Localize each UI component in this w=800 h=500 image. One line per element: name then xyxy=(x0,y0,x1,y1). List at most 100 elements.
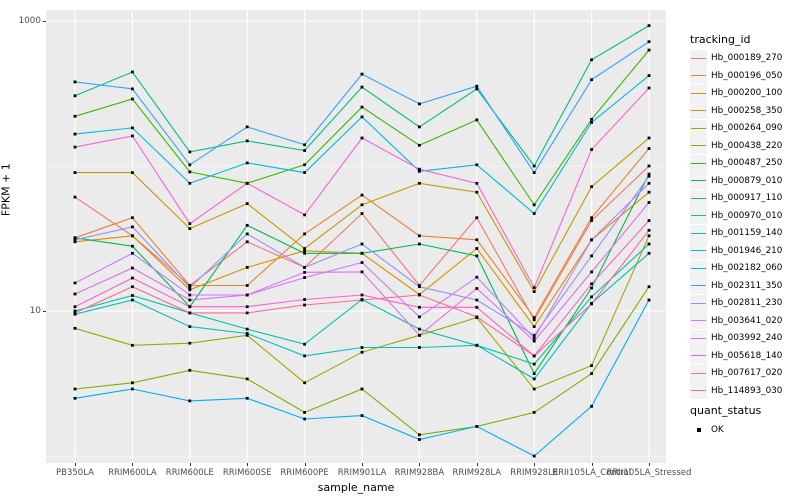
data-point xyxy=(475,238,479,242)
data-point xyxy=(73,114,77,118)
x-tick-mark xyxy=(419,463,421,466)
legend-item-ok: OK xyxy=(690,421,724,438)
data-point xyxy=(360,85,364,89)
data-point xyxy=(475,425,479,428)
data-point xyxy=(73,309,77,313)
data-point xyxy=(245,311,249,315)
data-point xyxy=(647,48,651,52)
x-tick-mark xyxy=(476,463,478,466)
data-point xyxy=(418,285,421,289)
data-point xyxy=(532,339,536,343)
data-point xyxy=(245,240,249,244)
data-point xyxy=(532,377,536,381)
data-point xyxy=(73,236,77,240)
data-point xyxy=(418,125,421,129)
data-point xyxy=(475,287,479,290)
data-point xyxy=(532,212,536,215)
data-point xyxy=(360,350,364,354)
legend-item-Hb_002811_230: Hb_002811_230 xyxy=(690,294,783,312)
legend-item-Hb_000438_220: Hb_000438_220 xyxy=(690,137,782,154)
data-point xyxy=(188,399,192,403)
data-point xyxy=(647,228,651,232)
line-key-icon xyxy=(690,294,707,312)
data-point xyxy=(73,240,77,244)
legend-label: Hb_000879_010 xyxy=(711,175,783,186)
data-point xyxy=(360,414,364,417)
x-tick-label-RRIM928LE: RRIM928LE xyxy=(510,468,559,478)
legend-label: Hb_114893_030 xyxy=(711,385,783,396)
data-point xyxy=(590,216,593,220)
data-point xyxy=(131,276,134,280)
line-key-icon xyxy=(690,119,707,137)
line-key-icon xyxy=(690,207,707,224)
data-point xyxy=(475,298,479,302)
data-point xyxy=(647,24,651,27)
data-point xyxy=(532,354,536,358)
x-tick-mark xyxy=(534,463,536,466)
data-point xyxy=(590,302,593,306)
data-point xyxy=(360,261,364,264)
data-point xyxy=(188,305,192,309)
legend-label: Hb_001159_140 xyxy=(711,228,783,238)
data-point xyxy=(647,164,651,168)
data-point xyxy=(360,346,364,349)
line-key-icon xyxy=(690,102,707,119)
data-point xyxy=(475,181,479,185)
x-tick-mark xyxy=(591,463,593,466)
line-key-icon xyxy=(690,382,707,399)
data-point xyxy=(360,203,364,207)
data-point xyxy=(188,288,192,292)
data-point xyxy=(131,234,134,238)
line-key-icon xyxy=(690,347,707,364)
line-key-icon xyxy=(690,364,707,382)
legend-item-Hb_000200_100: Hb_000200_100 xyxy=(690,84,782,102)
data-point xyxy=(188,368,192,372)
x-tick-label-RRIM600LA: RRIM600LA xyxy=(108,468,157,478)
x-tick-mark xyxy=(247,463,249,466)
y-tick-label: 1000 xyxy=(18,15,41,26)
data-point xyxy=(131,126,134,130)
legend-label-ok: OK xyxy=(711,424,724,435)
legend-item-Hb_000189_270: Hb_000189_270 xyxy=(690,49,782,67)
data-point xyxy=(245,266,249,269)
data-point xyxy=(590,282,593,286)
data-point xyxy=(418,293,421,297)
data-point xyxy=(532,411,536,414)
x-tick-label-PB350LA: PB350LA xyxy=(56,468,94,478)
data-point xyxy=(532,286,536,289)
data-point xyxy=(647,219,651,222)
data-point xyxy=(73,387,77,391)
data-point xyxy=(360,242,364,246)
legend-label: Hb_000196_050 xyxy=(711,70,783,81)
legend-item-Hb_002182_060: Hb_002182_060 xyxy=(690,259,782,277)
data-point xyxy=(303,247,306,250)
data-point xyxy=(418,305,421,309)
data-point xyxy=(418,167,421,171)
legend-item-Hb_000258_350: Hb_000258_350 xyxy=(690,102,782,119)
data-point xyxy=(131,87,134,91)
data-point xyxy=(647,234,651,238)
data-point xyxy=(303,342,306,346)
data-point xyxy=(647,298,651,302)
data-point xyxy=(647,190,651,194)
data-point xyxy=(73,80,77,84)
line-key-icon xyxy=(690,242,707,259)
y-tick-mark xyxy=(43,311,46,312)
data-point xyxy=(418,346,421,349)
data-point xyxy=(360,298,364,302)
data-point xyxy=(188,181,192,185)
legend-label: Hb_002811_230 xyxy=(711,298,783,308)
x-tick-label-RRIM928LA: RRIM928LA xyxy=(452,468,502,478)
legend-item-Hb_007617_020: Hb_007617_020 xyxy=(690,364,782,382)
data-point xyxy=(73,94,77,98)
data-point xyxy=(475,247,479,250)
point-key-icon xyxy=(690,421,707,438)
data-point xyxy=(360,136,364,140)
data-point xyxy=(360,251,364,255)
data-point xyxy=(532,171,536,174)
data-point xyxy=(647,172,651,176)
data-point xyxy=(303,270,306,274)
legend-item-Hb_000196_050: Hb_000196_050 xyxy=(690,67,782,84)
data-point xyxy=(647,147,651,150)
data-point xyxy=(245,327,249,331)
